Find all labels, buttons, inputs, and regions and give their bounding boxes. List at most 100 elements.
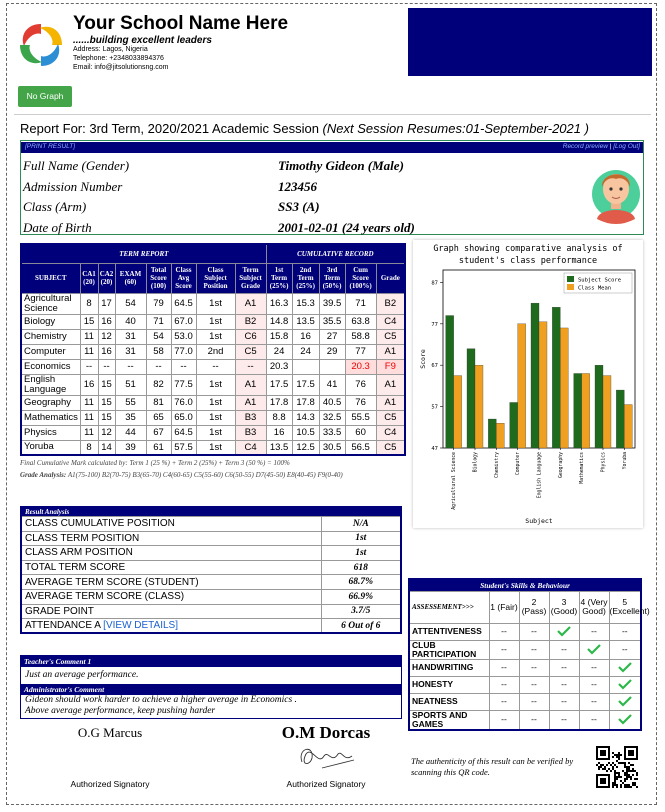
ra-row: AVERAGE TERM SCORE (STUDENT) 68.7% — [20, 574, 402, 590]
qr-module — [600, 782, 602, 784]
skill-row: HANDWRITING -- -- -- -- — [408, 658, 642, 677]
score-cell: 8 — [79, 292, 99, 315]
skill-cell: -- — [578, 622, 610, 641]
qr-module — [628, 774, 630, 776]
qr-module — [612, 784, 614, 786]
no-graph-button[interactable]: No Graph — [18, 86, 72, 107]
qr-module — [632, 774, 634, 776]
level-header: 4 (Very Good) — [578, 590, 610, 624]
level-header: 5 (Excellent) — [608, 590, 650, 624]
qr-module — [626, 784, 628, 786]
qr-module — [604, 768, 606, 770]
qr-module — [598, 768, 600, 770]
ra-value: N/A — [320, 516, 402, 532]
student-box — [20, 140, 644, 235]
score-cell: C4 — [375, 424, 406, 441]
y-tick-label: 77 — [431, 322, 438, 328]
view-details-link[interactable]: [VIEW DETAILS] — [103, 620, 179, 632]
qr-module — [608, 786, 610, 788]
qr-module — [626, 774, 628, 776]
qr-module — [624, 786, 626, 788]
subject-name: Physics — [20, 424, 81, 441]
info-value: Timothy Gideon (Male) — [278, 158, 404, 173]
qr-module — [598, 758, 600, 760]
score-cell: 24 — [265, 343, 293, 360]
bar — [560, 327, 569, 449]
ra-row: CLASS TERM POSITION 1st — [20, 530, 402, 547]
qr-module — [598, 762, 600, 764]
grade-analysis-text: A1(75-100) B2(70-75) B3(65-70) C4(60-65)… — [67, 471, 343, 479]
score-cell: 17.8 — [265, 394, 293, 411]
qr-module — [626, 770, 628, 772]
score-footnotes: Final Cumulative Mark calculated by: Ter… — [20, 459, 402, 480]
qr-module — [616, 754, 618, 756]
score-cell: 39.5 — [318, 292, 346, 315]
qr-module — [626, 758, 628, 760]
qr-module — [602, 750, 604, 752]
score-cell: 12 — [97, 328, 116, 345]
level-header: 1 (Fair) — [488, 590, 520, 624]
score-cell: 55 — [114, 394, 147, 411]
check-mark — [617, 678, 632, 690]
skills-header-row: ASSESSEMENT>>> 1 (Fair) 2 (Pass) 3 (Good) 4 … — [408, 590, 650, 624]
qr-module — [634, 770, 636, 772]
bar — [466, 348, 476, 449]
skill-cell: -- — [548, 658, 580, 677]
separator: | — [609, 143, 612, 150]
score-cell: 11 — [79, 343, 99, 360]
score-cell: A1 — [375, 343, 406, 360]
score-cell: A1 — [234, 373, 267, 396]
legend-label: Class Mean — [578, 286, 611, 292]
print-link[interactable]: [PRINT RESULT] — [25, 143, 76, 150]
score-cell: 44 — [114, 424, 147, 441]
x-tick-label: Biology — [473, 452, 479, 472]
skill-cell: -- — [518, 639, 550, 660]
ra-row: CLASS ARM POSITION 1st — [20, 545, 402, 561]
qr-module — [612, 782, 614, 784]
subject-row: English Language 16 15 51 82 77.5 1st A1 17.5 17.… — [20, 373, 406, 396]
qr-module — [628, 766, 630, 768]
record-preview[interactable]: Record preview — [562, 143, 608, 150]
logout-link[interactable]: [Log Out] — [613, 143, 640, 150]
ra-value: 1st — [320, 530, 402, 547]
bar — [445, 315, 454, 449]
check-path — [617, 713, 632, 725]
qr-module — [636, 746, 638, 748]
legend-box — [563, 272, 633, 294]
chart-title: Graph showing comparative analysis of st… — [433, 244, 623, 266]
qr-module — [608, 776, 610, 778]
bar — [530, 302, 540, 449]
column-header: Term Subject Grade — [234, 262, 267, 294]
score-cell: 54 — [114, 292, 147, 315]
qr-module — [630, 786, 632, 788]
skill-row: SPORTS AND GAMES -- -- -- -- — [408, 709, 642, 730]
qr-module — [626, 768, 628, 770]
qr-module — [608, 758, 610, 760]
score-cell: 11 — [79, 328, 99, 345]
skill-cell: -- — [578, 658, 610, 677]
score-cell: 81 — [145, 394, 172, 411]
skill-cell: -- — [548, 639, 580, 660]
score-cell: 76 — [344, 373, 377, 396]
qr-module — [624, 746, 626, 748]
qr-module — [608, 774, 610, 776]
qr-module — [624, 766, 626, 768]
qr-module — [596, 756, 598, 758]
qr-module — [602, 768, 604, 770]
qr-module — [628, 750, 630, 752]
score-cell: C5 — [375, 439, 406, 456]
qr-module — [636, 752, 638, 754]
qr-module — [596, 748, 598, 750]
column-header: Class Subject Position — [195, 262, 236, 294]
bar — [474, 365, 484, 449]
qr-module — [612, 756, 614, 758]
info-label: Full Name (Gender) — [23, 158, 130, 173]
qr-module — [608, 768, 610, 770]
score-cell: C5 — [375, 328, 406, 345]
check-path — [617, 678, 632, 690]
skill-cell: -- — [488, 639, 520, 660]
column-header-row: SUBJECT CA1 (20) CA2 (20) EXAM (60) Total Sc… — [20, 262, 406, 294]
qr-module — [596, 778, 598, 780]
qr-module — [602, 752, 604, 754]
